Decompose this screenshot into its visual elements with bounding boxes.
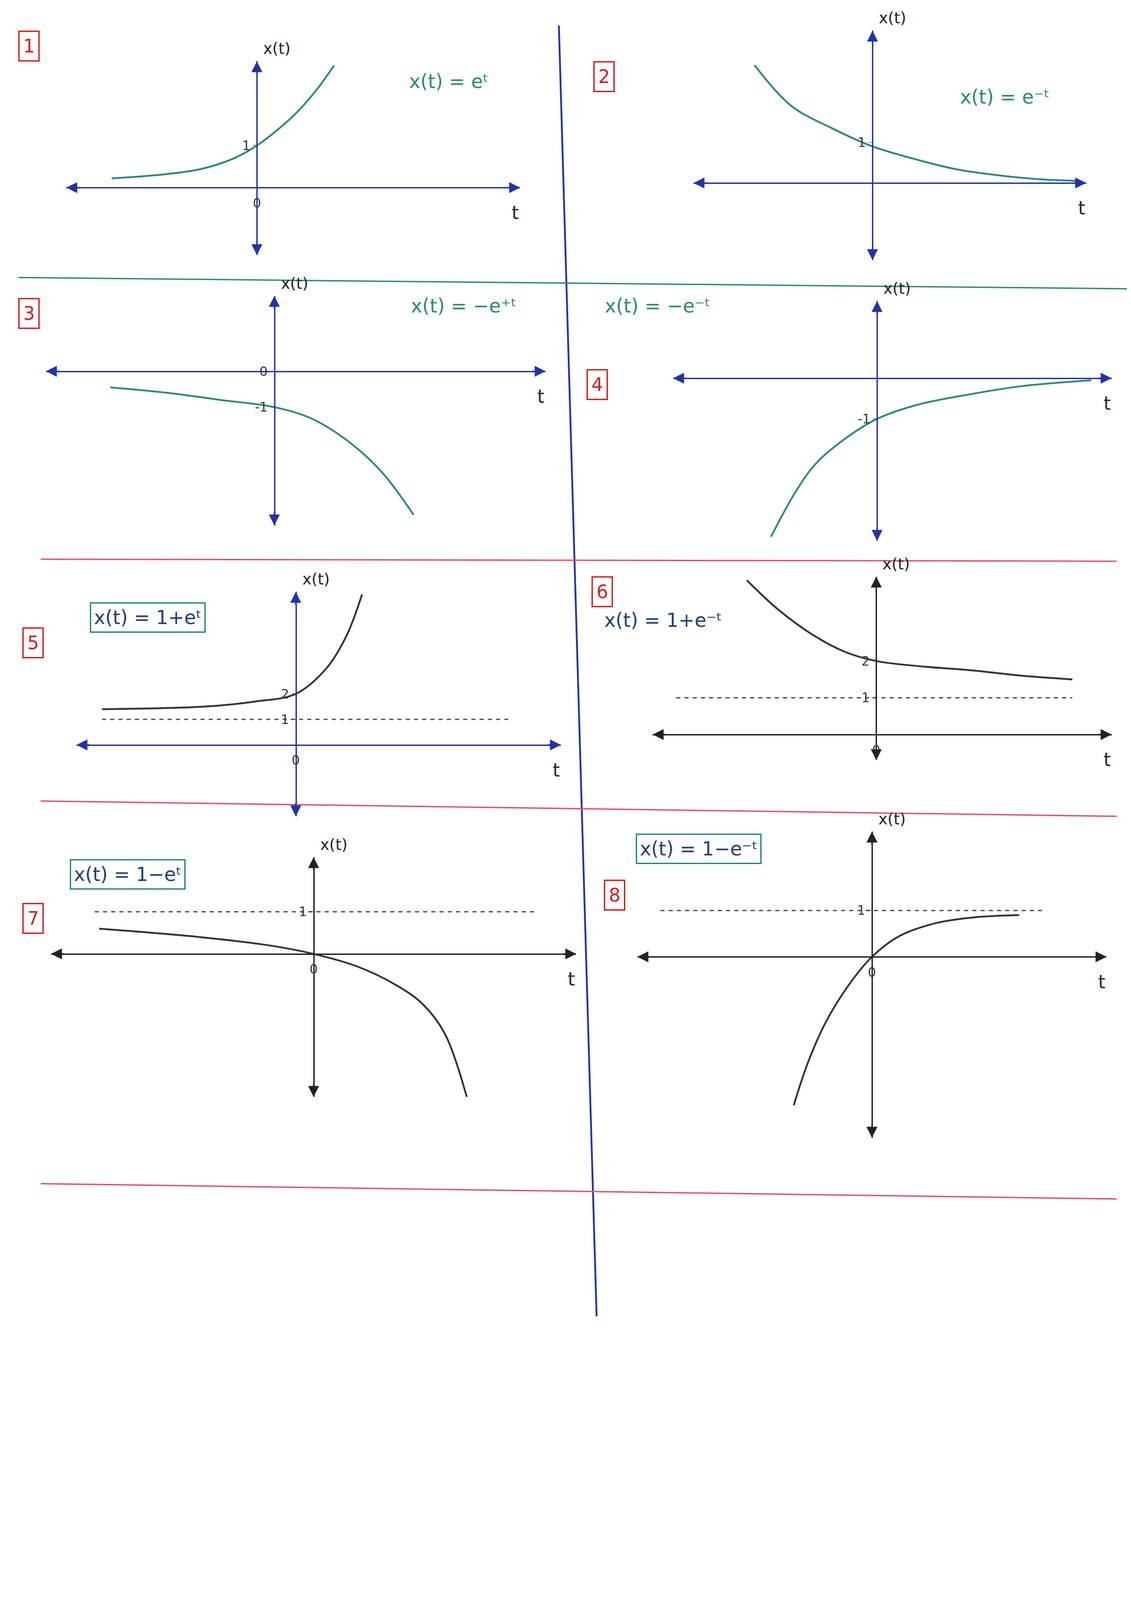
svg-text:1: 1 [857,134,867,151]
svg-text:1: 1 [23,35,35,57]
svg-text:-1: -1 [857,411,871,427]
svg-text:x(t) = −e⁻ᵗ: x(t) = −e⁻ᵗ [604,294,711,317]
svg-text:x(t): x(t) [882,554,910,573]
svg-text:x(t): x(t) [280,274,309,293]
svg-text:t: t [552,759,561,781]
svg-text:t: t [511,202,519,224]
svg-text:2: 2 [598,66,610,88]
svg-text:0: 0 [291,752,301,768]
svg-text:-1: -1 [254,399,268,415]
svg-text:5: 5 [27,632,39,654]
svg-text:1: 1 [861,690,870,706]
svg-text:2: 2 [280,686,290,702]
svg-text:0: 0 [259,363,268,379]
svg-text:1: 1 [298,903,307,919]
svg-text:x(t) = −e⁺ᵗ: x(t) = −e⁺ᵗ [410,294,517,317]
svg-text:8: 8 [608,884,621,906]
svg-text:x(t): x(t) [263,39,291,58]
svg-text:x(t): x(t) [878,809,906,828]
svg-text:6: 6 [596,581,608,602]
svg-text:0: 0 [309,961,318,977]
svg-text:2: 2 [861,653,870,669]
svg-text:0: 0 [867,964,877,980]
svg-text:4: 4 [591,373,603,395]
svg-text:x(t): x(t) [320,835,348,854]
svg-text:x(t): x(t) [878,8,907,27]
svg-text:3: 3 [23,302,35,324]
svg-text:0: 0 [252,195,261,211]
svg-text:x(t) = 1+e⁻ᵗ: x(t) = 1+e⁻ᵗ [604,608,722,632]
svg-text:x(t): x(t) [883,279,911,298]
svg-text:t: t [1078,197,1086,219]
svg-text:t: t [567,968,576,990]
svg-text:x(t) = 1−eᵗ: x(t) = 1−eᵗ [73,862,182,886]
svg-text:x(t) = eᵗ: x(t) = eᵗ [409,70,489,93]
svg-text:t: t [1098,970,1106,992]
svg-text:x(t) = 1+eᵗ: x(t) = 1+eᵗ [93,606,202,629]
svg-text:1: 1 [242,138,251,154]
svg-text:7: 7 [27,907,39,929]
svg-text:1: 1 [280,711,290,727]
svg-text:x(t): x(t) [302,569,330,588]
svg-text:x(t) = e⁻ᵗ: x(t) = e⁻ᵗ [959,85,1050,109]
svg-text:0: 0 [872,742,881,758]
svg-text:t: t [537,385,545,407]
svg-text:t: t [1103,748,1111,770]
svg-text:1: 1 [857,902,866,918]
svg-text:t: t [1103,392,1111,414]
svg-text:x(t) = 1−e⁻ᵗ: x(t) = 1−e⁻ᵗ [639,837,758,860]
